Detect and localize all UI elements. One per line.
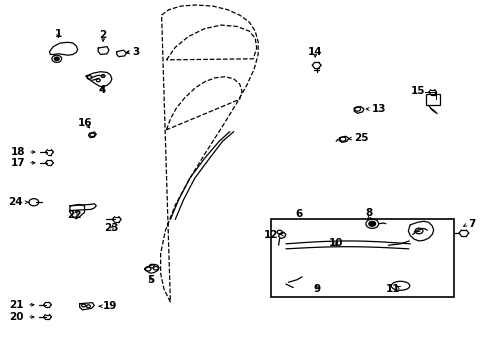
Text: 1: 1 <box>55 29 61 39</box>
Bar <box>271 220 453 297</box>
Circle shape <box>54 57 59 60</box>
Text: 18: 18 <box>11 147 25 157</box>
Text: 20: 20 <box>10 312 24 322</box>
Text: 25: 25 <box>353 133 368 143</box>
Text: 4: 4 <box>98 85 105 95</box>
Text: 23: 23 <box>104 224 119 233</box>
Text: 19: 19 <box>103 301 117 311</box>
Text: 14: 14 <box>307 46 322 57</box>
Text: 15: 15 <box>409 86 424 96</box>
Text: 3: 3 <box>132 47 139 57</box>
Bar <box>425 94 439 105</box>
Text: 12: 12 <box>264 230 278 239</box>
Text: 13: 13 <box>371 104 386 114</box>
Text: 21: 21 <box>10 300 24 310</box>
Text: 17: 17 <box>10 158 25 168</box>
Text: 9: 9 <box>312 284 320 294</box>
Text: 24: 24 <box>8 197 23 207</box>
Text: 10: 10 <box>328 238 343 248</box>
Text: 8: 8 <box>364 208 371 218</box>
Text: 22: 22 <box>67 210 82 220</box>
Text: 5: 5 <box>147 275 154 285</box>
Text: 7: 7 <box>467 219 474 229</box>
Circle shape <box>368 221 375 226</box>
Text: 2: 2 <box>99 30 106 40</box>
Text: 11: 11 <box>385 284 400 294</box>
Text: 6: 6 <box>295 209 303 219</box>
Text: 16: 16 <box>77 118 92 128</box>
